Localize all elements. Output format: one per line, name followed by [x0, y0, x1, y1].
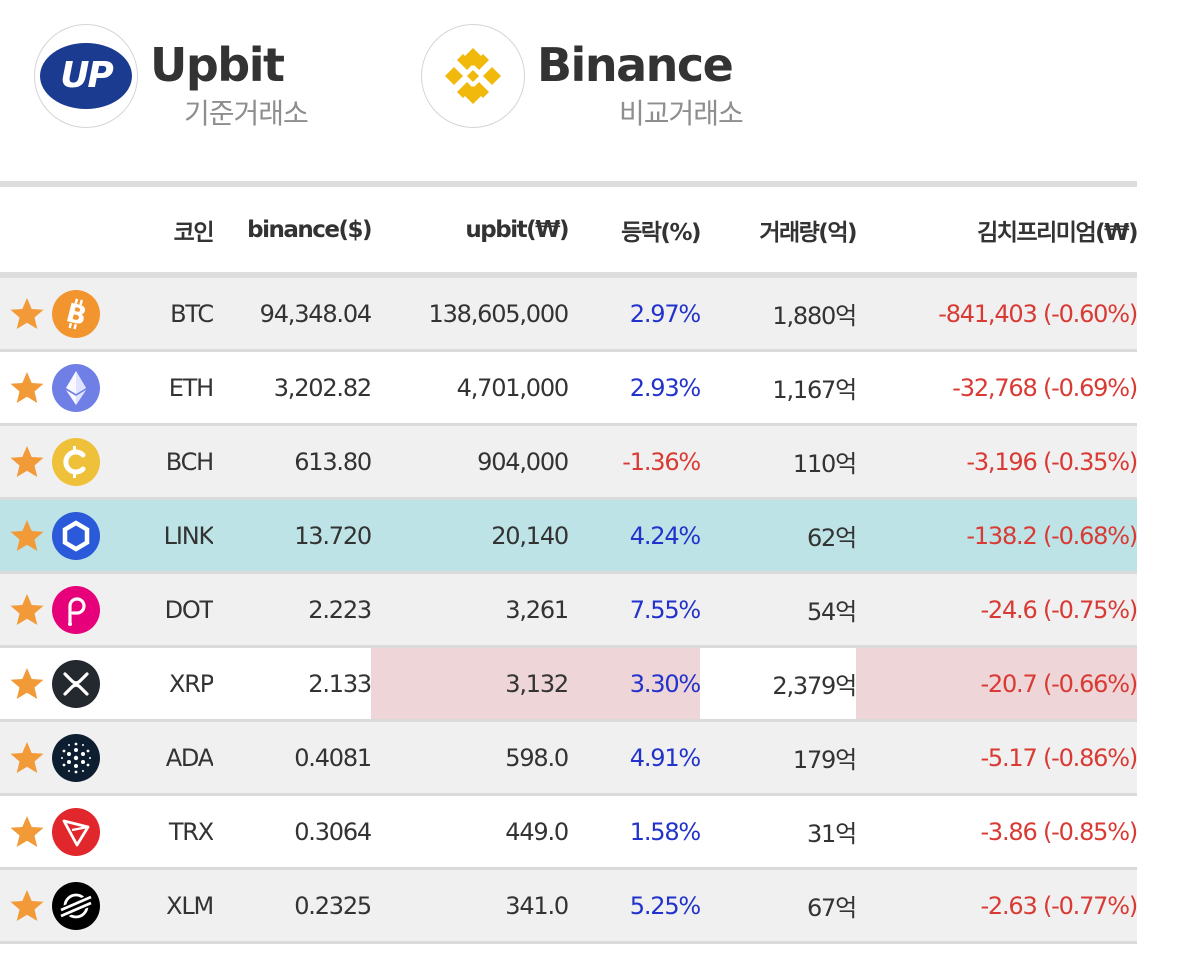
stellar-icon — [52, 881, 100, 930]
favorite-star-icon[interactable] — [0, 796, 52, 870]
header-volume[interactable]: 거래량(억) — [700, 187, 858, 278]
upbit-price: 598.0 — [371, 722, 569, 796]
change-percent: 1.58% — [568, 796, 701, 870]
header-upbit-price[interactable]: upbit(₩) — [371, 187, 570, 278]
favorite-star-icon[interactable] — [0, 574, 52, 648]
coin-icon-cell — [52, 648, 112, 722]
change-percent: 2.93% — [568, 352, 701, 426]
binance-price: 0.3064 — [213, 796, 372, 870]
polkadot-icon — [52, 585, 100, 634]
trade-volume: 31억 — [700, 796, 857, 870]
upbit-price: 20,140 — [371, 500, 569, 574]
trade-volume: 1,880억 — [700, 278, 857, 352]
binance-price: 2.133 — [213, 648, 372, 722]
upbit-price: 341.0 — [371, 870, 569, 944]
coin-icon-cell — [52, 352, 112, 426]
binance-price: 2.223 — [213, 574, 372, 648]
coin-symbol[interactable]: XLM — [112, 870, 214, 944]
compare-exchange-name: Binance — [537, 38, 734, 92]
coin-icon-cell: B — [52, 278, 112, 352]
trade-volume: 67억 — [700, 870, 857, 944]
coin-icon-cell — [52, 574, 112, 648]
bitcoin-icon: B — [52, 289, 100, 338]
change-percent: 2.97% — [568, 278, 701, 352]
change-percent: 5.25% — [568, 870, 701, 944]
trade-volume: 62억 — [700, 500, 857, 574]
kimchi-premium: -32,768 (-0.69%) — [856, 352, 1138, 426]
bitcoin-cash-icon — [52, 437, 100, 486]
chainlink-icon — [52, 511, 100, 560]
favorite-star-icon[interactable] — [0, 278, 52, 352]
coin-icon-cell — [52, 426, 112, 500]
coin-symbol[interactable]: BTC — [112, 278, 214, 352]
coin-icon-cell — [52, 500, 112, 574]
favorite-star-icon[interactable] — [0, 426, 52, 500]
coin-icon-cell — [52, 870, 112, 944]
upbit-price: 3,261 — [371, 574, 569, 648]
header-change[interactable]: 등락(%) — [568, 187, 702, 278]
binance-price: 613.80 — [213, 426, 372, 500]
coin-symbol[interactable]: DOT — [112, 574, 214, 648]
kimchi-premium: -24.6 (-0.75%) — [856, 574, 1138, 648]
kimchi-premium: -5.17 (-0.86%) — [856, 722, 1138, 796]
kimchi-premium: -841,403 (-0.60%) — [856, 278, 1138, 352]
favorite-star-icon[interactable] — [0, 870, 52, 944]
header-premium[interactable]: 김치프리미엄(₩) — [856, 187, 1139, 278]
base-exchange-role: 기준거래소 — [184, 97, 309, 130]
ethereum-icon — [52, 363, 100, 412]
upbit-logo-text: UP — [60, 55, 114, 96]
favorite-star-icon[interactable] — [0, 352, 52, 426]
upbit-price: 4,701,000 — [371, 352, 569, 426]
tron-icon — [52, 807, 100, 856]
trade-volume: 179억 — [700, 722, 857, 796]
kimchi-premium: -2.63 (-0.77%) — [856, 870, 1138, 944]
kimchi-premium: -3,196 (-0.35%) — [856, 426, 1138, 500]
coin-symbol[interactable]: LINK — [112, 500, 214, 574]
upbit-price: 138,605,000 — [371, 278, 569, 352]
binance-price: 0.4081 — [213, 722, 372, 796]
upbit-price: 449.0 — [371, 796, 569, 870]
header-icon — [52, 187, 112, 278]
cardano-icon — [52, 733, 100, 782]
change-percent: -1.36% — [568, 426, 701, 500]
favorite-star-icon[interactable] — [0, 648, 52, 722]
change-percent: 4.24% — [568, 500, 701, 574]
coin-symbol[interactable]: ETH — [112, 352, 214, 426]
kimchi-premium: -3.86 (-0.85%) — [856, 796, 1138, 870]
binance-price: 13.720 — [213, 500, 372, 574]
binance-logo-icon — [421, 24, 525, 128]
favorite-star-icon[interactable] — [0, 500, 52, 574]
upbit-price: 3,132 — [371, 648, 569, 722]
coin-icon-cell — [52, 796, 112, 870]
binance-price: 3,202.82 — [213, 352, 372, 426]
xrp-icon — [52, 659, 100, 708]
coin-symbol[interactable]: ADA — [112, 722, 214, 796]
upbit-logo-icon: UP — [34, 24, 138, 128]
coin-symbol[interactable]: TRX — [112, 796, 214, 870]
header-favorite — [0, 187, 52, 278]
kimchi-premium: -20.7 (-0.66%) — [856, 648, 1138, 722]
compare-exchange-role: 비교거래소 — [619, 97, 744, 130]
trade-volume: 54억 — [700, 574, 857, 648]
favorite-star-icon[interactable] — [0, 722, 52, 796]
change-percent: 3.30% — [568, 648, 701, 722]
change-percent: 4.91% — [568, 722, 701, 796]
trade-volume: 110억 — [700, 426, 857, 500]
table-top-divider — [0, 181, 1137, 187]
header-coin[interactable]: 코인 — [112, 187, 215, 278]
header-binance-price[interactable]: binance($) — [213, 187, 373, 278]
base-exchange-name: Upbit — [150, 38, 285, 92]
change-percent: 7.55% — [568, 574, 701, 648]
coin-symbol[interactable]: BCH — [112, 426, 214, 500]
upbit-price: 904,000 — [371, 426, 569, 500]
coin-symbol[interactable]: XRP — [112, 648, 214, 722]
trade-volume: 2,379억 — [700, 648, 857, 722]
binance-price: 0.2325 — [213, 870, 372, 944]
premium-table: 코인 binance($) upbit(₩) 등락(%) 거래량(억) 김치프리… — [0, 181, 1139, 944]
trade-volume: 1,167억 — [700, 352, 857, 426]
kimchi-premium: -138.2 (-0.68%) — [856, 500, 1138, 574]
coin-icon-cell — [52, 722, 112, 796]
binance-price: 94,348.04 — [213, 278, 372, 352]
